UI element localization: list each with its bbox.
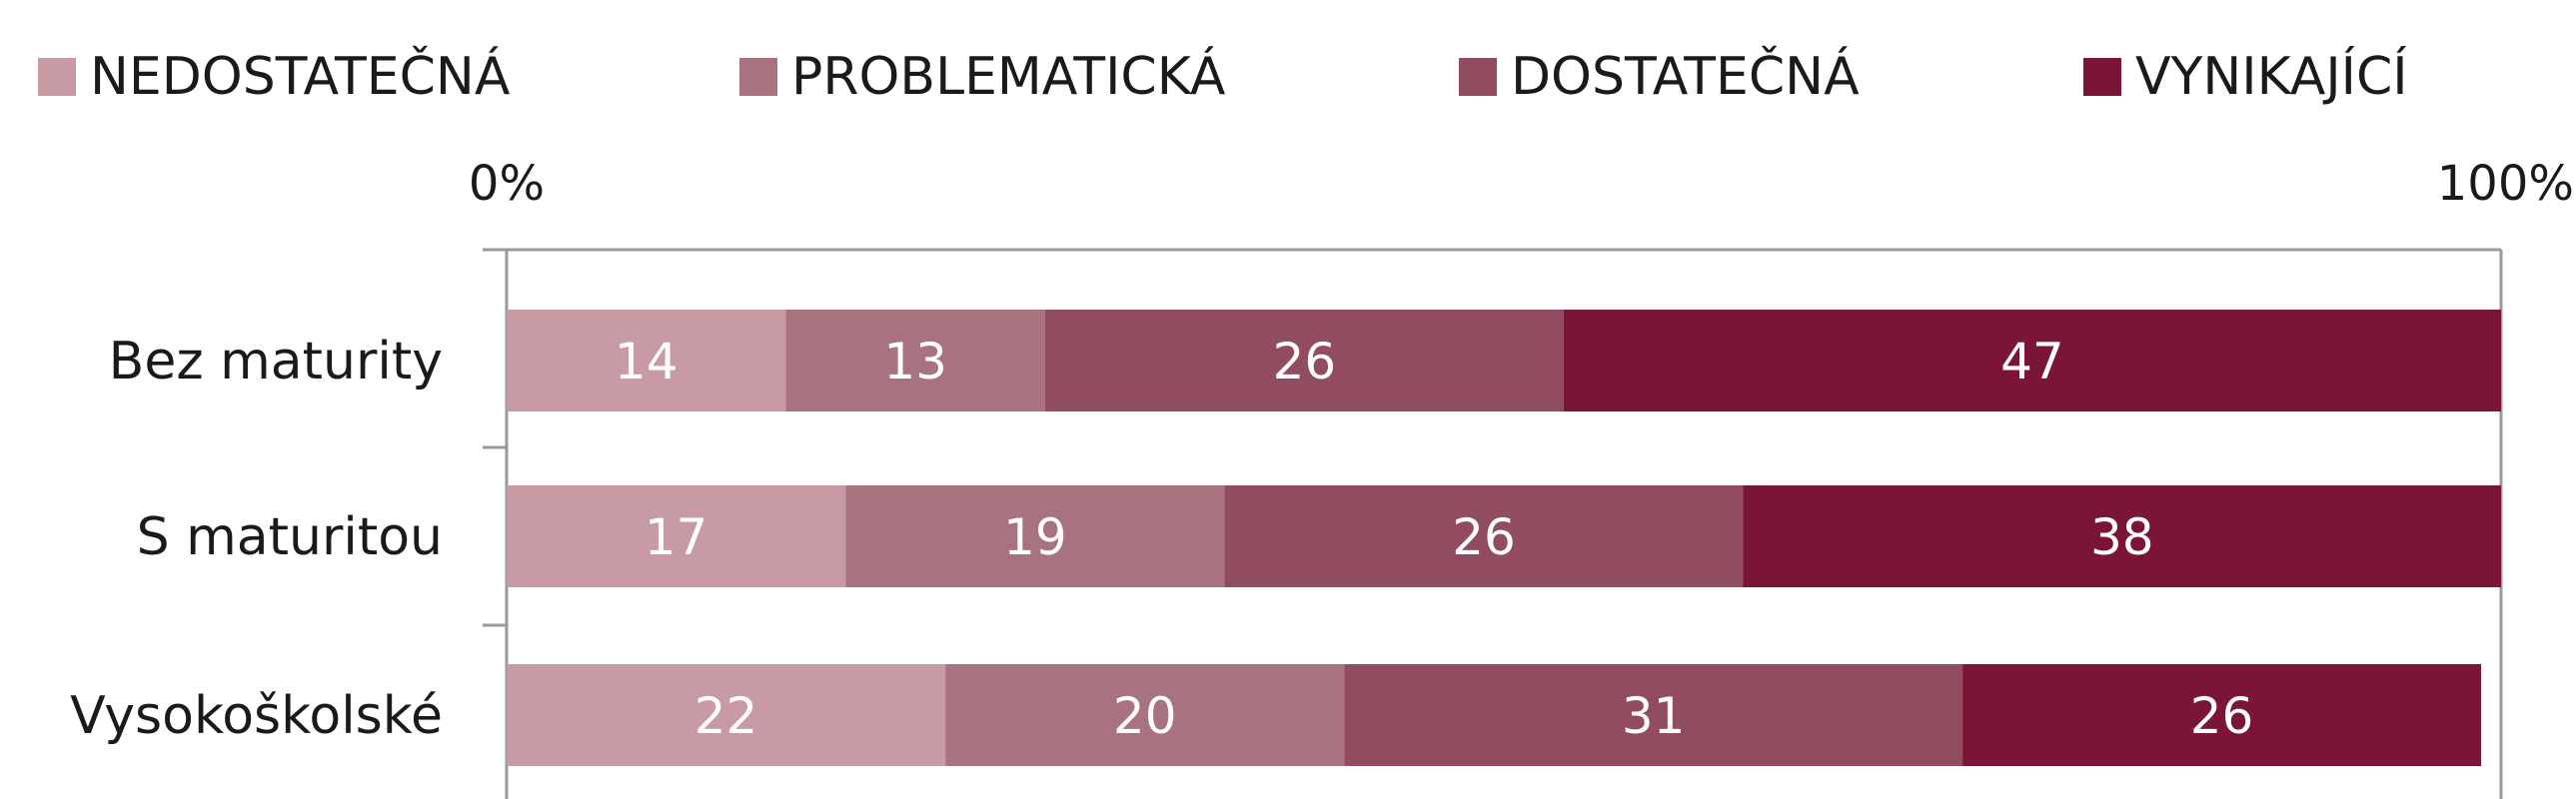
bars: 14 13 26 47 17 19 26 38 22 20 31 26 (507, 310, 2501, 766)
bar-segment (1962, 664, 2482, 766)
bar-value-label: 17 (644, 508, 708, 566)
bar-segment (1563, 310, 2501, 411)
bar-value-label: 47 (2000, 333, 2064, 391)
bar-value-label: 26 (1452, 508, 1516, 566)
legend-label-3: DOSTATEČNÁ (1511, 45, 1860, 107)
category-label-3: Vysokoškolské (70, 686, 443, 746)
bar-value-label: 20 (1113, 687, 1177, 745)
x-tick-label-100: 100% (2437, 156, 2574, 212)
bar-value-label: 26 (2190, 687, 2254, 745)
legend-label-4: VYNIKAJÍCÍ (2135, 46, 2408, 107)
bar-value-label: 38 (2090, 508, 2154, 566)
bar-segment (1044, 310, 1564, 411)
legend-swatch-1 (38, 58, 76, 96)
x-tick-label-0: 0% (469, 156, 545, 212)
legend-label-1: NEDOSTATEČNÁ (90, 45, 511, 107)
legend-swatch-4 (2083, 58, 2121, 96)
category-labels: Bez maturity S maturitou Vysokoškolské (70, 332, 443, 746)
bar-segment (785, 310, 1045, 411)
bar-segment (845, 485, 1225, 587)
category-label-1: Bez maturity (109, 332, 443, 392)
category-label-2: S maturitou (137, 507, 443, 567)
x-axis-ticks: 0% 100% (469, 156, 2574, 212)
legend-swatch-3 (1459, 58, 1497, 96)
bar-segment (507, 485, 846, 587)
legend-label-2: PROBLEMATICKÁ (791, 46, 1226, 107)
bar-segment (507, 310, 786, 411)
bar-segment (1344, 664, 1963, 766)
legend: NEDOSTATEČNÁ PROBLEMATICKÁ DOSTATEČNÁ VYNIK… (38, 45, 2408, 107)
bar-segment (1743, 485, 2501, 587)
bar-value-label: 22 (694, 687, 758, 745)
bar-segment (1224, 485, 1744, 587)
bar-value-label: 13 (883, 333, 947, 391)
bar-value-label: 26 (1273, 333, 1337, 391)
bar-value-label: 19 (1003, 508, 1067, 566)
bar-segment (507, 664, 946, 766)
bar-value-label: 14 (615, 333, 678, 391)
legend-swatch-2 (739, 58, 777, 96)
bar-segment (945, 664, 1345, 766)
bar-value-label: 31 (1622, 687, 1686, 745)
